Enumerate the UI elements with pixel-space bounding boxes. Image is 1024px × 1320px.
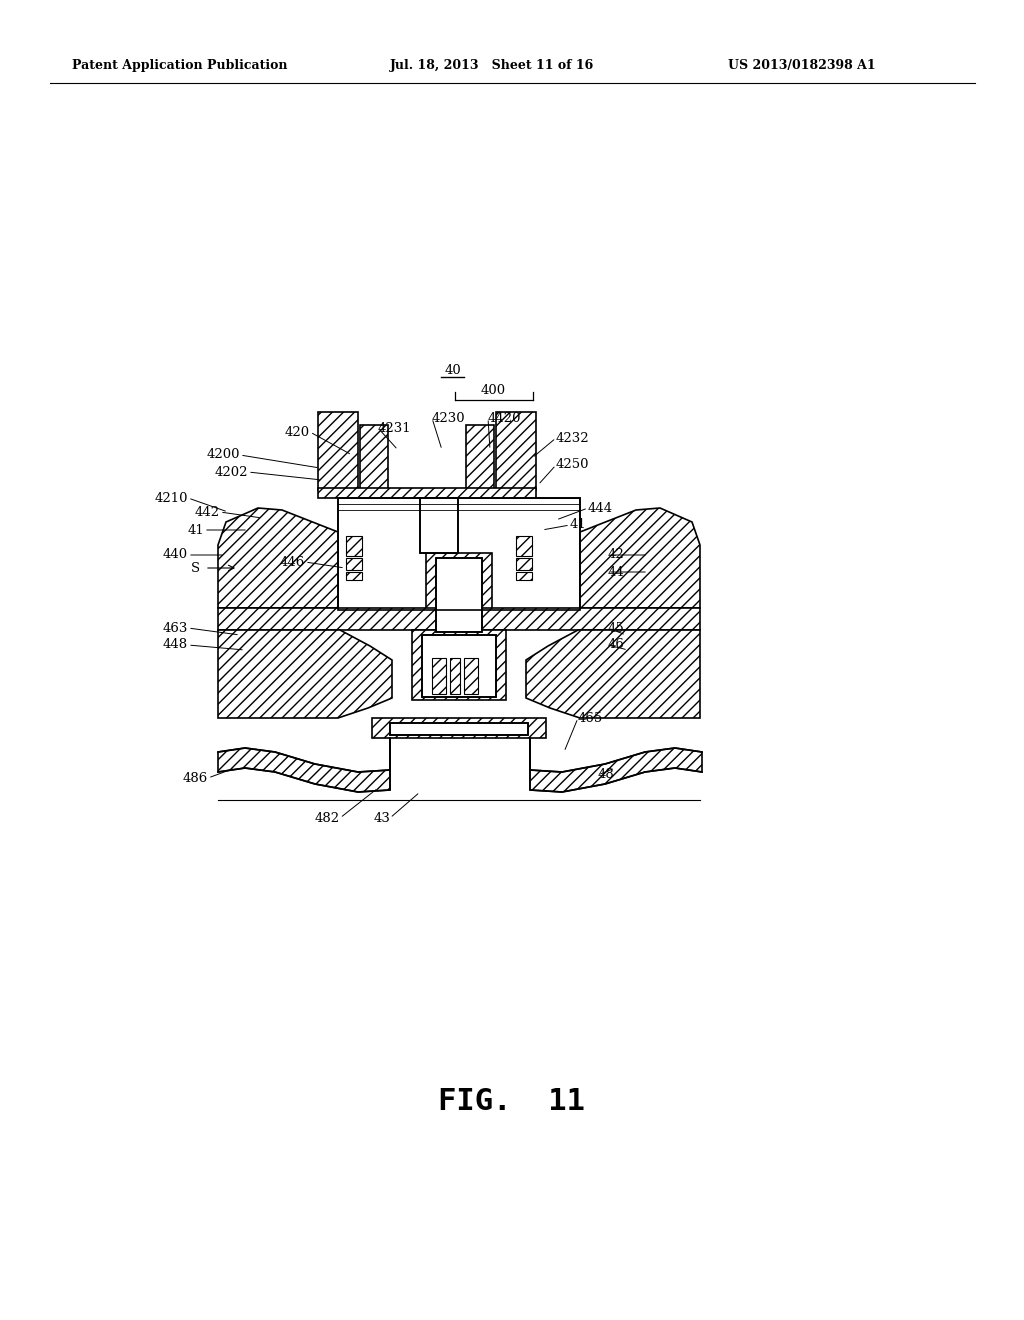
Text: 442: 442 <box>195 506 220 519</box>
Text: 486: 486 <box>182 771 208 784</box>
Text: 48: 48 <box>598 768 614 781</box>
Bar <box>496 412 536 490</box>
Text: 4232: 4232 <box>556 432 590 445</box>
Text: 4230: 4230 <box>432 412 466 425</box>
Text: 45: 45 <box>608 622 625 635</box>
Bar <box>422 635 496 697</box>
Bar <box>412 630 506 700</box>
Bar <box>432 657 446 694</box>
Bar <box>390 723 528 735</box>
Text: 482: 482 <box>314 812 340 825</box>
Bar <box>464 657 478 694</box>
Text: 4210: 4210 <box>155 491 188 504</box>
Text: 463: 463 <box>163 622 188 635</box>
Text: Patent Application Publication: Patent Application Publication <box>72 58 288 71</box>
Text: 400: 400 <box>480 384 506 396</box>
Bar <box>346 558 362 570</box>
Text: 444: 444 <box>588 502 613 515</box>
Bar <box>338 498 580 610</box>
Bar <box>372 718 546 738</box>
Bar <box>360 425 388 490</box>
Bar <box>436 558 482 632</box>
Text: 43: 43 <box>373 812 390 825</box>
Bar <box>318 488 536 498</box>
Text: 4420: 4420 <box>488 412 521 425</box>
Text: 4202: 4202 <box>214 466 248 479</box>
Text: S: S <box>190 561 200 574</box>
Bar <box>346 572 362 579</box>
Polygon shape <box>580 508 700 609</box>
Bar <box>426 553 492 634</box>
Text: 46: 46 <box>608 639 625 652</box>
Bar <box>516 572 532 579</box>
Text: 4200: 4200 <box>207 449 240 462</box>
Polygon shape <box>530 738 702 792</box>
Text: Jul. 18, 2013   Sheet 11 of 16: Jul. 18, 2013 Sheet 11 of 16 <box>390 58 594 71</box>
Bar <box>436 558 482 632</box>
Text: 448: 448 <box>163 639 188 652</box>
Bar <box>346 536 362 556</box>
Bar <box>420 498 458 553</box>
Polygon shape <box>218 630 392 718</box>
Bar <box>422 635 496 697</box>
Text: 465: 465 <box>578 711 603 725</box>
Bar <box>338 498 580 610</box>
Bar <box>420 498 458 553</box>
Bar <box>218 609 700 630</box>
Polygon shape <box>218 508 338 609</box>
Text: 41: 41 <box>187 524 204 536</box>
Text: 41: 41 <box>570 519 587 532</box>
Polygon shape <box>526 630 700 718</box>
Bar <box>390 723 528 735</box>
Text: 420: 420 <box>285 425 310 438</box>
Text: 42: 42 <box>608 549 625 561</box>
Bar <box>450 657 460 694</box>
Bar <box>516 558 532 570</box>
Polygon shape <box>218 738 390 792</box>
Bar <box>516 536 532 556</box>
Text: 40: 40 <box>444 363 462 376</box>
Text: 4231: 4231 <box>378 421 412 434</box>
Text: 4250: 4250 <box>556 458 590 471</box>
Text: 446: 446 <box>280 556 305 569</box>
Text: US 2013/0182398 A1: US 2013/0182398 A1 <box>728 58 876 71</box>
Text: 44: 44 <box>608 565 625 578</box>
Text: FIG.  11: FIG. 11 <box>438 1088 586 1117</box>
Bar <box>466 425 494 490</box>
Text: 440: 440 <box>163 549 188 561</box>
Bar <box>318 412 358 490</box>
